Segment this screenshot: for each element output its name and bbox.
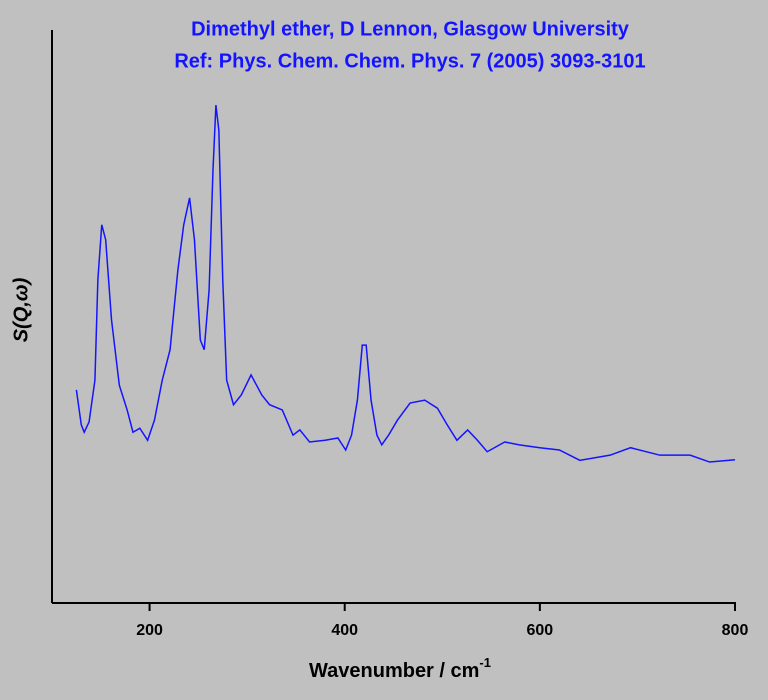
x-label-text: Wavenumber / cm bbox=[309, 660, 479, 682]
spectrum-line bbox=[75, 104, 736, 463]
y-axis-label: S(Q,ω) bbox=[10, 277, 32, 342]
chart-subtitle: Ref: Phys. Chem. Chem. Phys. 7 (2005) 30… bbox=[174, 50, 645, 72]
x-axis-label: Wavenumber / cm-1 bbox=[309, 655, 491, 682]
x-tick-label: 800 bbox=[722, 622, 749, 639]
x-label-superscript: -1 bbox=[479, 655, 491, 670]
x-tick-label: 200 bbox=[136, 622, 163, 639]
x-tick-label: 600 bbox=[527, 622, 554, 639]
x-tick-label: 400 bbox=[331, 622, 358, 639]
chart-title: Dimethyl ether, D Lennon, Glasgow Univer… bbox=[191, 18, 630, 40]
